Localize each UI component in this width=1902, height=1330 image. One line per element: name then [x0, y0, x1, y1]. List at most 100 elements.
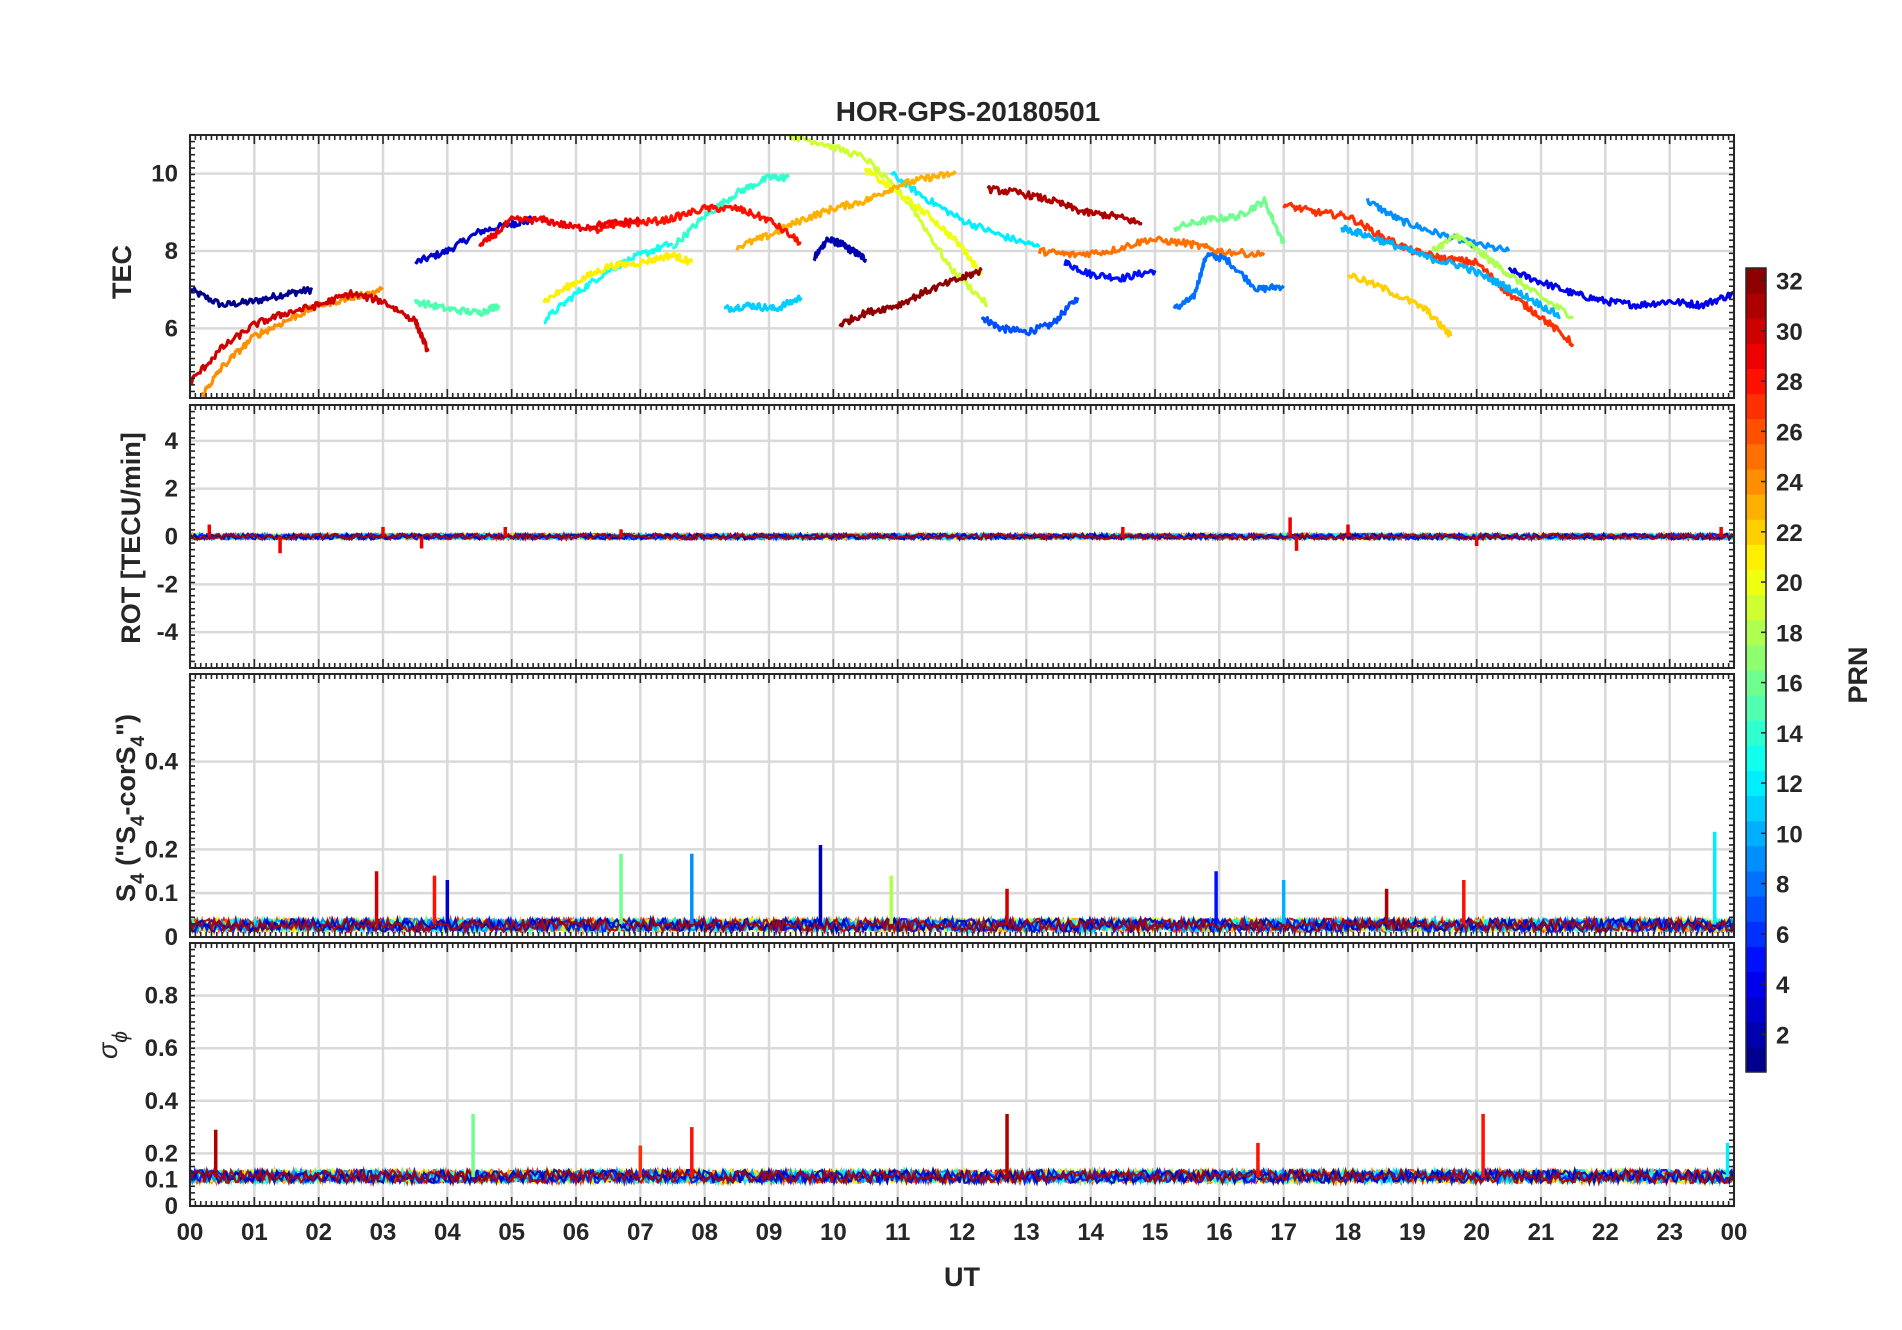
- sig-minor-ticks: [189, 942, 1735, 1207]
- colorbar-swatch: [1746, 519, 1766, 545]
- colorbar-swatch: [1746, 770, 1766, 797]
- rot-y-axis-label: ROT [TECU/min]: [116, 432, 146, 643]
- tec-series-prn-18: [1431, 232, 1574, 320]
- colorbar-swatch: [1746, 896, 1766, 922]
- colorbar-tick-label: 26: [1776, 419, 1803, 446]
- colorbar-swatch: [1746, 443, 1766, 470]
- tec-series-prn-27: [1282, 201, 1575, 348]
- s4-y-axis-label: S4 ("S4-corS4"): [111, 714, 149, 902]
- x-tick-label: 16: [1206, 1219, 1233, 1246]
- sig-y-tick-label: 0.6: [145, 1035, 178, 1062]
- x-tick-label: 09: [756, 1219, 783, 1246]
- colorbar-tick-label: 10: [1776, 821, 1803, 848]
- sig-y-tick-label: 0.4: [145, 1088, 179, 1115]
- colorbar-tick-label: 22: [1776, 520, 1803, 547]
- sig-y-tick-label: 0.8: [145, 983, 178, 1010]
- x-tick-label: 03: [370, 1219, 397, 1246]
- tec-series-prn-25: [1037, 235, 1266, 259]
- colorbar-swatch: [1746, 594, 1766, 621]
- colorbar-swatch: [1746, 845, 1766, 872]
- colorbar-swatch: [1746, 544, 1766, 570]
- x-tick-label: 04: [434, 1219, 461, 1246]
- colorbar-swatch: [1746, 996, 1766, 1023]
- colorbar-swatch: [1746, 469, 1766, 495]
- colorbar-swatch: [1746, 318, 1766, 344]
- x-tick-label: 02: [305, 1219, 332, 1246]
- tec-series-prn-32: [838, 267, 983, 328]
- tec-y-tick-label: 10: [151, 161, 178, 188]
- colorbar-tick-label: 6: [1776, 922, 1789, 949]
- colorbar-swatch: [1746, 1021, 1766, 1048]
- colorbar-swatch: [1746, 871, 1766, 897]
- sig-y-tick-label: 0.2: [145, 1140, 178, 1167]
- rot-y-tick-label: -2: [157, 571, 178, 598]
- x-tick-label: 07: [627, 1219, 654, 1246]
- tec-series-prn-7: [980, 296, 1080, 337]
- colorbar-swatch: [1746, 569, 1766, 596]
- x-tick-label: 15: [1142, 1219, 1169, 1246]
- colorbar-tick-label: 16: [1776, 671, 1803, 698]
- tec-series-prn-30: [190, 289, 430, 386]
- tec-minor-ticks: [189, 134, 1735, 399]
- tec-y-tick-label: 8: [165, 238, 178, 265]
- x-tick-label: 01: [241, 1219, 268, 1246]
- x-tick-label: 22: [1592, 1219, 1619, 1246]
- colorbar-swatch: [1746, 368, 1766, 395]
- colorbar-label: PRN: [1843, 646, 1873, 703]
- colorbar-swatch: [1746, 619, 1766, 646]
- x-tick-label: 13: [1013, 1219, 1040, 1246]
- x-tick-label: 18: [1335, 1219, 1362, 1246]
- x-tick-label: 05: [498, 1219, 525, 1246]
- tec-series-prn-20: [863, 167, 983, 277]
- tec-series-prn-31: [986, 185, 1143, 226]
- s4-panel: 0 0.1 0.2 0.4: [145, 673, 1736, 951]
- x-axis-label: UT: [944, 1262, 980, 1292]
- sig-y-tick-label: 0.1: [145, 1167, 178, 1194]
- tec-series-prn-2: [812, 236, 868, 263]
- s4-minor-ticks: [189, 673, 1735, 938]
- tec-series-prn-23: [735, 170, 957, 251]
- tec-series-prn-9: [1365, 197, 1511, 253]
- colorbar-swatch: [1746, 268, 1766, 294]
- x-tick-label: 12: [949, 1219, 976, 1246]
- colorbar-tick-label: 32: [1776, 269, 1803, 296]
- colorbar-tick-label: 8: [1776, 872, 1789, 899]
- rot-y-tick-label: 2: [165, 476, 178, 503]
- x-tick-label: 00: [1721, 1219, 1748, 1246]
- tec-data: [190, 135, 1734, 398]
- tec-series-prn-15: [413, 298, 501, 317]
- tec-y-tick-label: 6: [165, 315, 178, 342]
- colorbar-swatch: [1746, 720, 1766, 746]
- colorbar-tick-label: 28: [1776, 369, 1803, 396]
- sigma-phi-panel: 00.10.2 0.4 0.6 0.8 00 01 02 03 04 05 06 07 08 09 10 11…: [145, 942, 1748, 1246]
- colorbar-swatch: [1746, 971, 1766, 998]
- rot-y-tick-label: 0: [165, 524, 178, 551]
- x-tick-label: 06: [563, 1219, 590, 1246]
- tec-series-prn-29: [478, 215, 641, 248]
- colorbar-swatch: [1746, 795, 1766, 822]
- colorbar-tick-label: 24: [1776, 470, 1803, 497]
- tec-series-prn-14: [671, 173, 790, 250]
- tec-series-prn-1: [190, 286, 314, 309]
- sigma-phi-y-axis-label: σϕ: [93, 1031, 132, 1059]
- tec-series-prn-21: [542, 251, 694, 304]
- colorbar-swatch: [1746, 393, 1766, 420]
- sig-y-tick-label: 0: [165, 1193, 178, 1220]
- colorbar-swatch: [1746, 745, 1766, 771]
- sig-data: [190, 1113, 1734, 1188]
- tec-series-prn-16: [1172, 196, 1286, 244]
- tec-y-axis-label: TEC: [107, 245, 137, 299]
- colorbar-swatch: [1746, 695, 1766, 721]
- x-tick-label: 19: [1399, 1219, 1426, 1246]
- colorbar-swatch: [1746, 921, 1766, 947]
- rot-y-tick-label: -4: [157, 619, 179, 646]
- tec-series-prn-5: [1063, 259, 1157, 283]
- s4-y-tick-label: 0.1: [145, 880, 178, 907]
- x-tick-label: 08: [691, 1219, 718, 1246]
- s4-y-tick-label: 0: [165, 924, 178, 951]
- tec-series-prn-11: [723, 294, 803, 313]
- colorbar-swatch: [1746, 670, 1766, 696]
- colorbar-tick-label: 18: [1776, 620, 1803, 647]
- colorbar-tick-label: 20: [1776, 570, 1803, 597]
- tec-series-prn-12: [890, 171, 1041, 249]
